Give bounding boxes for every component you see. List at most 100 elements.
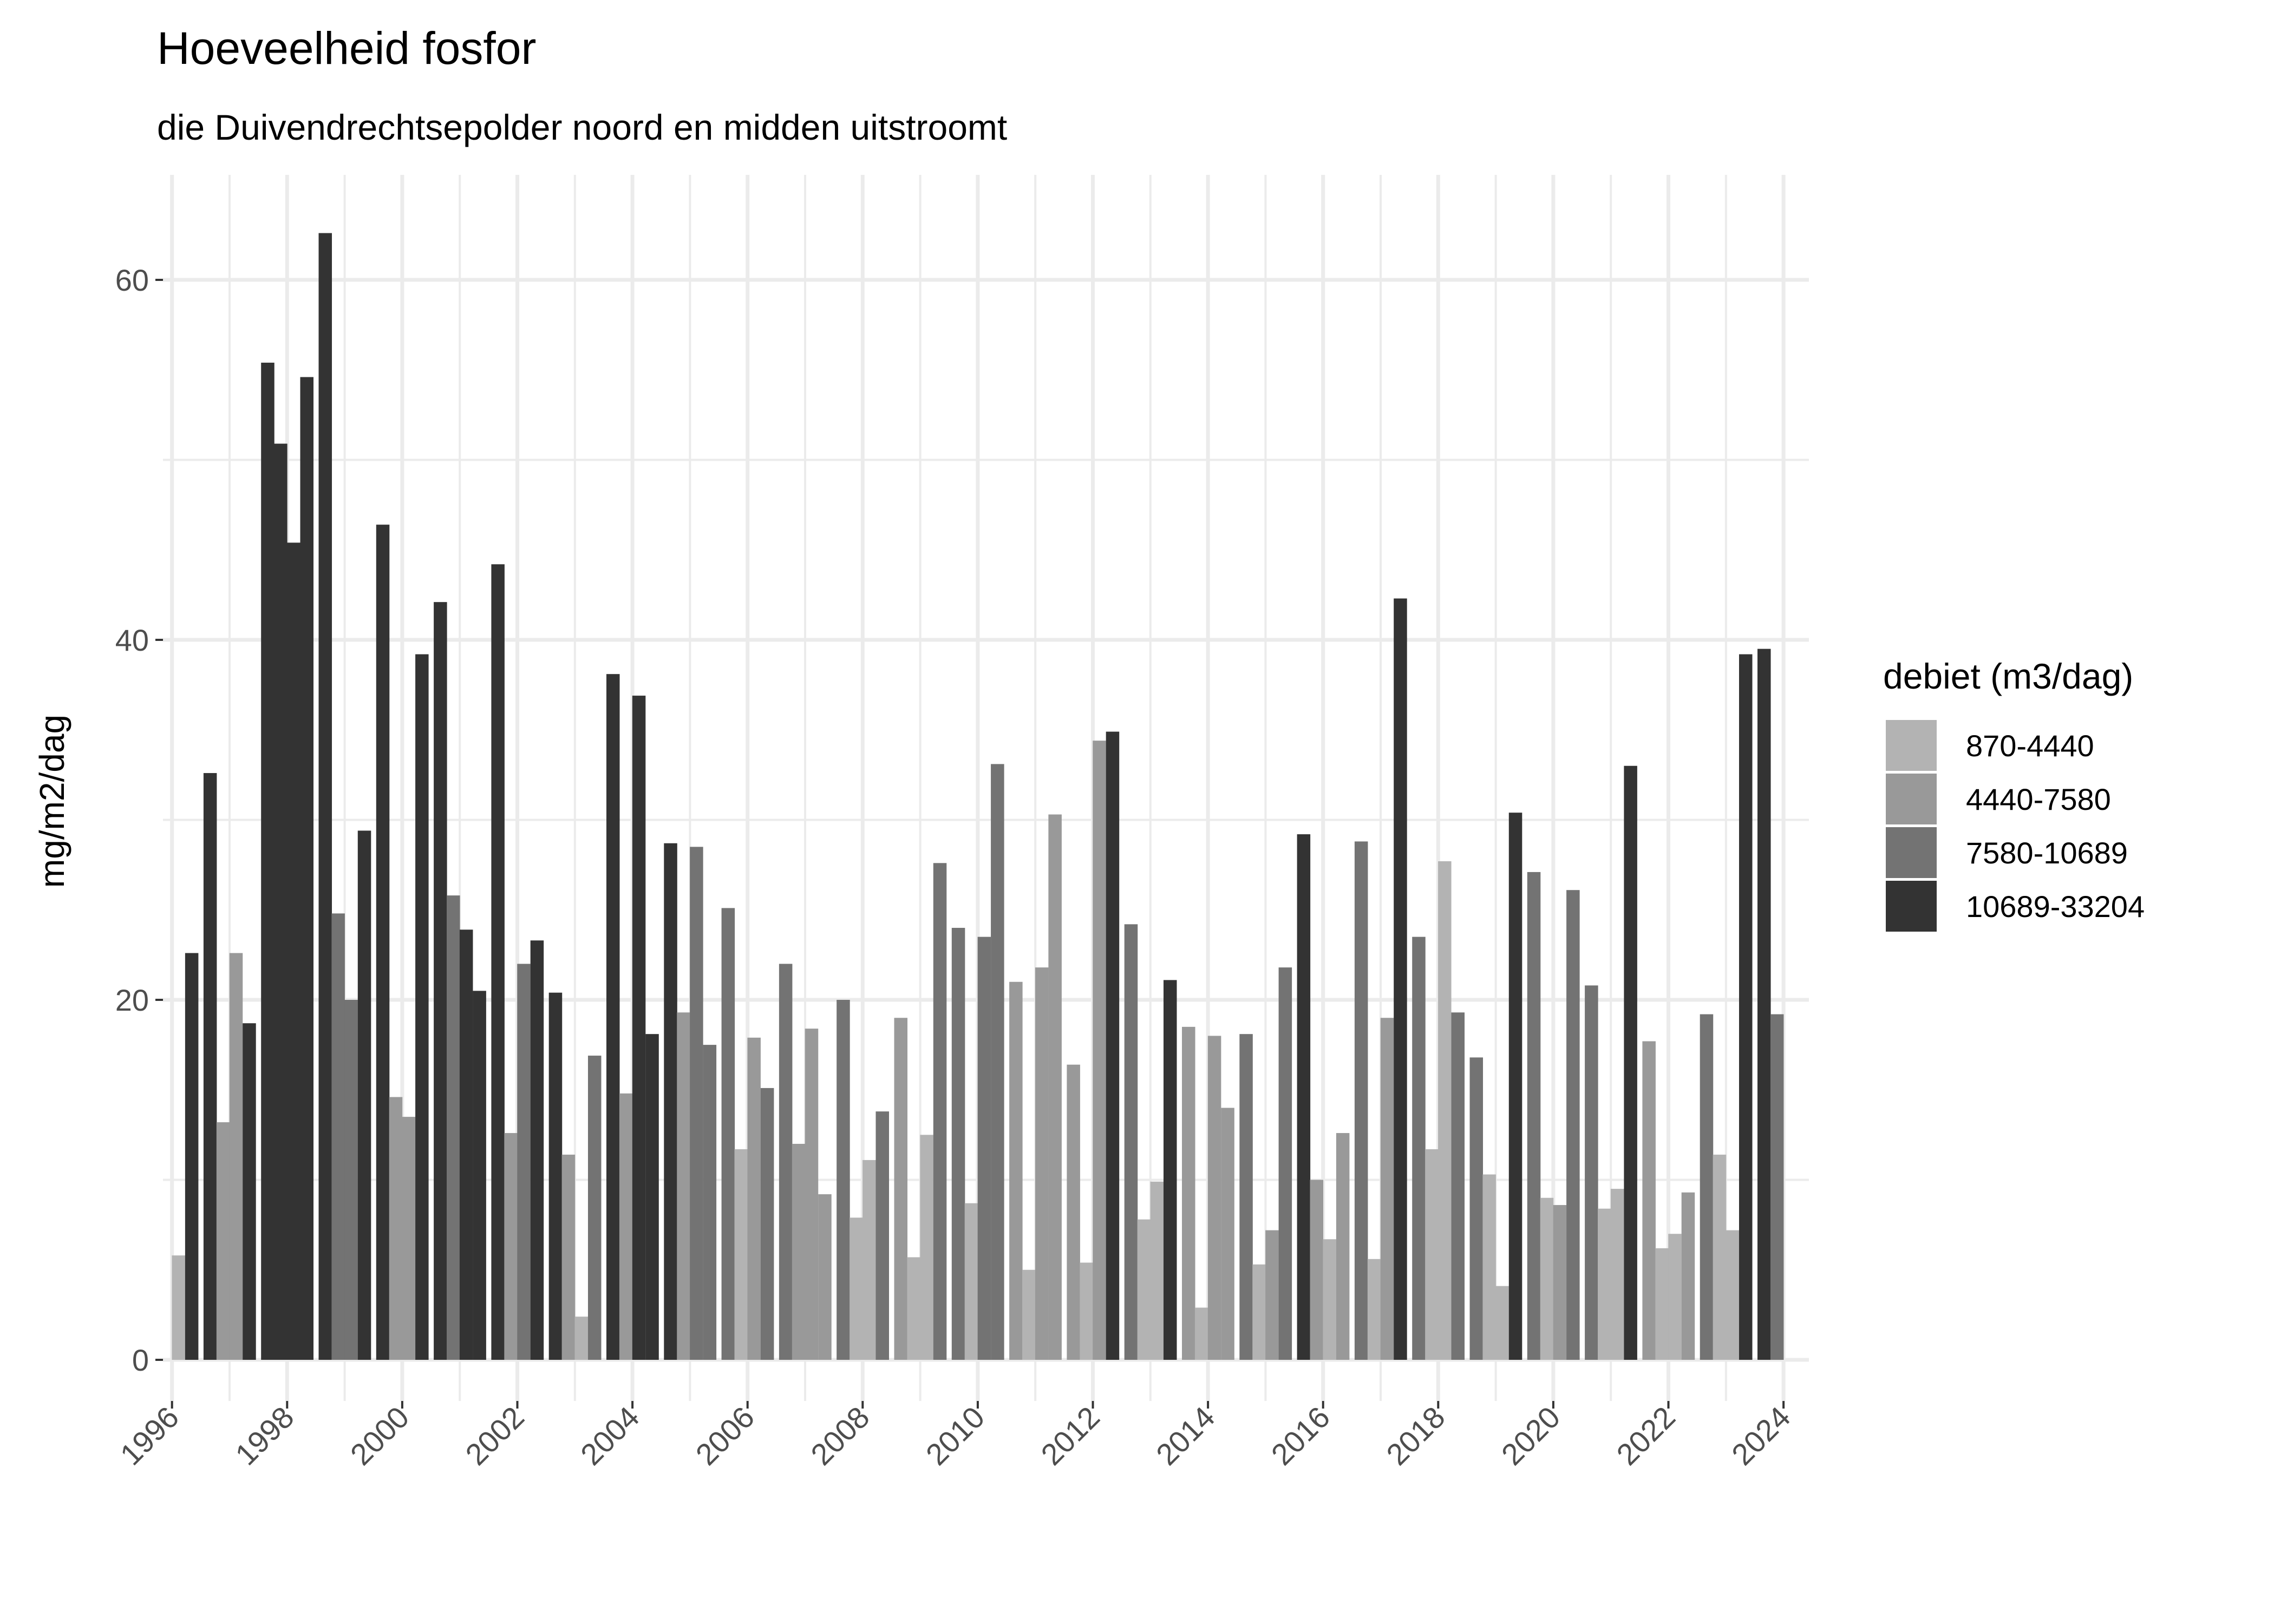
bar xyxy=(376,525,390,1360)
bar xyxy=(1239,1034,1253,1360)
bar xyxy=(473,991,486,1360)
bar xyxy=(1700,1014,1714,1360)
bar xyxy=(805,1029,819,1360)
bar xyxy=(1252,1264,1266,1360)
bar xyxy=(920,1135,933,1360)
bar xyxy=(203,773,217,1360)
legend-label: 870-4440 xyxy=(1966,729,2094,763)
legend-key xyxy=(1886,881,1937,932)
legend-label: 4440-7580 xyxy=(1966,782,2111,816)
bars xyxy=(172,233,1784,1360)
bar xyxy=(1566,890,1580,1360)
bar xyxy=(561,1154,576,1360)
bar xyxy=(690,847,703,1360)
bar xyxy=(1035,967,1049,1360)
bar xyxy=(548,992,563,1360)
bar xyxy=(1739,654,1753,1360)
bar xyxy=(1495,1286,1509,1360)
x-tick-label: 2006 xyxy=(689,1400,761,1472)
bar xyxy=(1163,980,1177,1360)
bar xyxy=(1278,967,1292,1360)
y-tick-label: 20 xyxy=(115,983,149,1017)
bar xyxy=(1598,1208,1611,1360)
bar xyxy=(1610,1189,1624,1360)
bar xyxy=(434,602,447,1360)
bar xyxy=(837,1000,850,1360)
bar xyxy=(606,674,620,1360)
bar xyxy=(1106,731,1120,1360)
x-tick-label: 2004 xyxy=(574,1400,646,1472)
bar xyxy=(300,377,314,1360)
bar xyxy=(318,233,332,1360)
bar xyxy=(907,1257,920,1360)
bar xyxy=(1681,1192,1695,1360)
bar xyxy=(1297,834,1311,1360)
bar xyxy=(818,1194,832,1360)
y-tick-label: 60 xyxy=(115,263,149,297)
x-tick-label: 1996 xyxy=(114,1400,186,1472)
bar xyxy=(933,863,947,1360)
bar xyxy=(1482,1174,1496,1360)
bar xyxy=(274,443,287,1360)
x-tick-label: 2014 xyxy=(1149,1400,1221,1472)
bar xyxy=(1181,1026,1195,1360)
bar xyxy=(517,964,531,1360)
bar xyxy=(459,929,473,1360)
bar xyxy=(530,940,544,1360)
bar xyxy=(491,564,505,1360)
bar xyxy=(1451,1012,1465,1360)
bar xyxy=(1726,1230,1740,1360)
bar xyxy=(1080,1262,1093,1360)
x-tick-label: 2002 xyxy=(459,1400,531,1472)
legend-key xyxy=(1886,827,1937,878)
bar xyxy=(1425,1149,1439,1360)
legend-label: 10689-33204 xyxy=(1966,889,2145,924)
bar xyxy=(1438,861,1452,1360)
legend-title: debiet (m3/dag) xyxy=(1883,656,2133,696)
bar xyxy=(734,1149,748,1360)
y-axis-title: mg/m2/dag xyxy=(32,715,71,888)
bar xyxy=(1022,1269,1036,1360)
bar xyxy=(1265,1230,1279,1360)
x-tick-label: 2022 xyxy=(1610,1400,1682,1472)
bar xyxy=(1668,1234,1682,1360)
bar xyxy=(1137,1219,1151,1360)
bar xyxy=(1770,1014,1784,1360)
chart-title: Hoeveelheid fosfor xyxy=(157,23,536,74)
bar xyxy=(1642,1041,1656,1360)
bar xyxy=(632,696,646,1360)
bar xyxy=(287,542,300,1360)
bar xyxy=(792,1144,806,1360)
bar xyxy=(1067,1064,1080,1360)
bar xyxy=(574,1317,589,1360)
bar xyxy=(619,1093,633,1360)
bar xyxy=(1757,649,1771,1360)
x-tick-label: 2000 xyxy=(344,1400,416,1472)
bar xyxy=(229,953,243,1360)
bar xyxy=(261,362,275,1360)
bar xyxy=(344,1000,358,1360)
bar xyxy=(504,1133,518,1360)
legend-key xyxy=(1886,774,1937,824)
bar xyxy=(850,1217,863,1360)
bar xyxy=(664,843,677,1360)
bar xyxy=(677,1012,690,1360)
bar xyxy=(587,1056,602,1360)
bar xyxy=(1540,1197,1554,1360)
bar xyxy=(1093,741,1106,1360)
bar xyxy=(185,953,199,1360)
x-tick-label: 2010 xyxy=(919,1400,991,1472)
bar xyxy=(402,1117,416,1360)
bar xyxy=(1527,872,1541,1360)
bar xyxy=(1354,841,1368,1360)
bar xyxy=(216,1122,230,1360)
bar xyxy=(1009,981,1023,1360)
bar xyxy=(645,1034,659,1360)
bar xyxy=(1221,1108,1234,1360)
bar xyxy=(1624,765,1637,1360)
chart-subtitle: die Duivendrechtsepolder noord en midden… xyxy=(157,107,1007,147)
bar xyxy=(1585,985,1598,1360)
bar xyxy=(1336,1133,1350,1360)
bar xyxy=(1508,813,1522,1360)
